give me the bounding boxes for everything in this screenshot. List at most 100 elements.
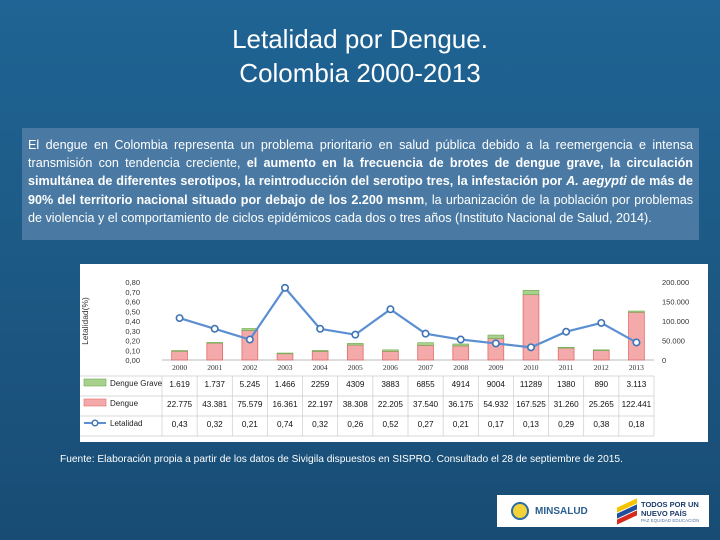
left-tick-label: 0,20 <box>125 337 140 346</box>
x-tick-label: 2011 <box>559 363 574 372</box>
bar-dengue <box>628 311 645 361</box>
table-cell-value: 0,21 <box>242 420 258 429</box>
right-tick-label: 50.000 <box>662 337 685 346</box>
table-cell-value: 0,17 <box>488 420 504 429</box>
legend-key-dengue <box>83 398 107 407</box>
table-cell-value: 0,32 <box>207 420 223 429</box>
point-letalidad <box>562 327 571 336</box>
legend-label: Dengue <box>110 399 139 408</box>
point-letalidad <box>351 330 360 339</box>
table-cell-value: 0,21 <box>453 420 469 429</box>
table-cell-value: 4914 <box>452 380 471 389</box>
legend-key-dengue-grave <box>83 378 107 387</box>
slide-title: Letalidad por Dengue. Colombia 2000-2013 <box>0 22 720 90</box>
table-cell-value: 0,74 <box>277 420 293 429</box>
todos-por-un-nuevo-pais-logo: TODOS POR UN NUEVO PAÍS PAZ EQUIDAD EDUC… <box>617 498 705 525</box>
right-tick-label: 100.000 <box>662 317 689 326</box>
minsalud-logo: MINSALUD <box>511 501 599 521</box>
table-cell-value: 9004 <box>487 380 506 389</box>
bar-dengue-grave <box>276 352 294 355</box>
x-tick-label: 2008 <box>453 363 468 372</box>
point-letalidad <box>245 335 254 344</box>
point-letalidad <box>491 339 500 348</box>
x-tick-label: 2001 <box>207 363 222 372</box>
line-letalidad <box>179 286 637 349</box>
table-cell-value: 167.525 <box>516 400 546 409</box>
left-tick-label: 0,80 <box>125 278 140 287</box>
x-tick-label: 2004 <box>313 363 328 372</box>
bar-dengue-grave <box>487 334 505 339</box>
table-cell-value: 1.619 <box>169 380 190 389</box>
table-cell-value: 1.737 <box>204 380 225 389</box>
flag-stripes-icon <box>617 498 637 525</box>
left-tick-label: 0,40 <box>125 317 140 326</box>
point-letalidad <box>597 318 606 327</box>
table-cell-value: 0,52 <box>382 420 398 429</box>
table-cell-value: 75.579 <box>237 400 262 409</box>
coat-of-arms-icon <box>511 502 529 520</box>
y-axis-label: Letalidad(%) <box>80 297 90 345</box>
table-cell-value: 0,18 <box>628 420 644 429</box>
x-tick-label: 2009 <box>488 363 503 372</box>
table-cell-value: 6855 <box>416 380 435 389</box>
minsalud-text: MINSALUD <box>535 505 588 517</box>
bar-dengue <box>276 353 294 361</box>
right-tick-label: 200.000 <box>662 278 689 287</box>
bar-dengue-grave <box>452 343 469 347</box>
point-letalidad <box>632 338 641 347</box>
point-letalidad <box>316 324 325 333</box>
table-cell-value: 5.245 <box>240 380 261 389</box>
table-cell-value: 22.775 <box>167 400 192 409</box>
table-cell-value: 22.205 <box>378 400 403 409</box>
tpp-line-2: NUEVO PAÍS <box>641 508 687 518</box>
bar-dengue-grave <box>206 342 223 344</box>
x-tick-label: 2006 <box>383 363 398 372</box>
point-letalidad <box>386 305 395 314</box>
x-tick-label: 2000 <box>172 363 187 372</box>
title-line-2: Colombia 2000-2013 <box>239 58 481 88</box>
paragraph-bold-1: el aumento en la frecuencia de brotes de… <box>28 156 693 189</box>
point-letalidad <box>456 335 465 344</box>
x-tick-label: 2005 <box>348 363 363 372</box>
x-tick-label: 2007 <box>418 363 433 372</box>
table-cell-value: 0,13 <box>523 420 539 429</box>
table-cell-value: 37.540 <box>413 400 438 409</box>
point-letalidad <box>210 324 219 333</box>
table-cell-value: 0,43 <box>172 420 188 429</box>
table-cell-value: 1.466 <box>275 380 296 389</box>
paragraph-text-2: , la urbanización de la población por pr… <box>28 192 693 225</box>
legend-label: Letalidad <box>110 419 142 428</box>
bar-dengue <box>171 350 188 361</box>
table-cell-value: 0,27 <box>418 420 434 429</box>
x-tick-label: 2013 <box>629 363 644 372</box>
tpp-line-1: TODOS POR UN <box>641 499 699 509</box>
bar-dengue-grave <box>171 350 188 352</box>
point-letalidad <box>421 329 430 338</box>
table-cell-value: 1380 <box>557 380 576 389</box>
left-tick-label: 0,70 <box>125 288 140 297</box>
table-cell-value: 0,26 <box>347 420 363 429</box>
tpp-line-3: PAZ EQUIDAD EDUCACIÓN <box>641 517 700 523</box>
table-cell-value: 122.441 <box>622 400 652 409</box>
paragraph-italic: A. aegypti <box>566 174 627 189</box>
table-cell-value: 54.932 <box>483 400 508 409</box>
bar-dengue <box>452 345 470 361</box>
point-letalidad <box>281 283 290 292</box>
description-paragraph: El dengue en Colombia representa un prob… <box>22 128 699 240</box>
source-note: Fuente: Elaboración propia a partir de l… <box>60 454 623 465</box>
table-cell-value: 2259 <box>311 380 330 389</box>
legend-label: Dengue Grave <box>110 379 163 388</box>
bar-dengue <box>206 342 224 361</box>
bar-dengue-grave <box>382 349 399 352</box>
table-cell-value: 4309 <box>346 380 365 389</box>
table-cell-value: 3.113 <box>626 380 646 389</box>
bar-dengue-grave <box>593 349 610 351</box>
bar-dengue <box>557 347 575 361</box>
left-tick-label: 0,50 <box>125 307 140 316</box>
table-cell-value: 16.361 <box>272 400 297 409</box>
table-cell-value: 890 <box>594 380 608 389</box>
x-tick-label: 2002 <box>242 363 257 372</box>
x-tick-label: 2012 <box>594 363 609 372</box>
left-tick-label: 0,60 <box>125 298 140 307</box>
table-cell-value: 11289 <box>520 380 543 389</box>
